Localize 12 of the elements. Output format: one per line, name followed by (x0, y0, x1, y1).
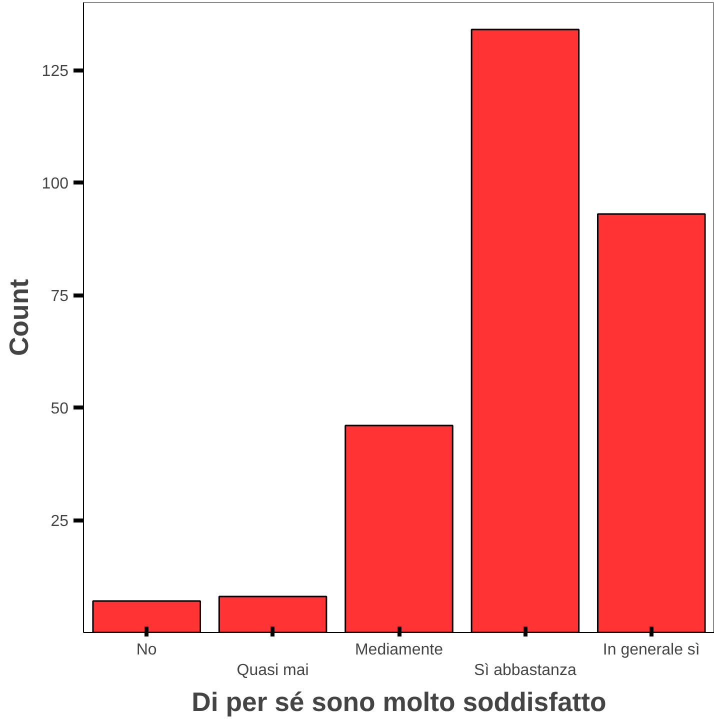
y-tick-label: 25 (50, 513, 69, 530)
y-tick-label: 125 (42, 63, 69, 80)
x-tick-label: In generale sì (602, 642, 700, 658)
x-tick-label: Mediamente (354, 642, 444, 658)
y-tick-label: 50 (50, 400, 69, 418)
y-axis-title: Count (4, 278, 34, 356)
x-axis-title: Di per sé sono molto soddisfatto (192, 686, 606, 717)
x-tick-label: Quasi mai (236, 662, 309, 679)
y-tick-label: 100 (42, 176, 69, 192)
y-tick-label: 75 (50, 288, 69, 305)
x-tick-label: Sì abbastanza (474, 662, 576, 679)
x-tick-label: No (136, 642, 157, 658)
